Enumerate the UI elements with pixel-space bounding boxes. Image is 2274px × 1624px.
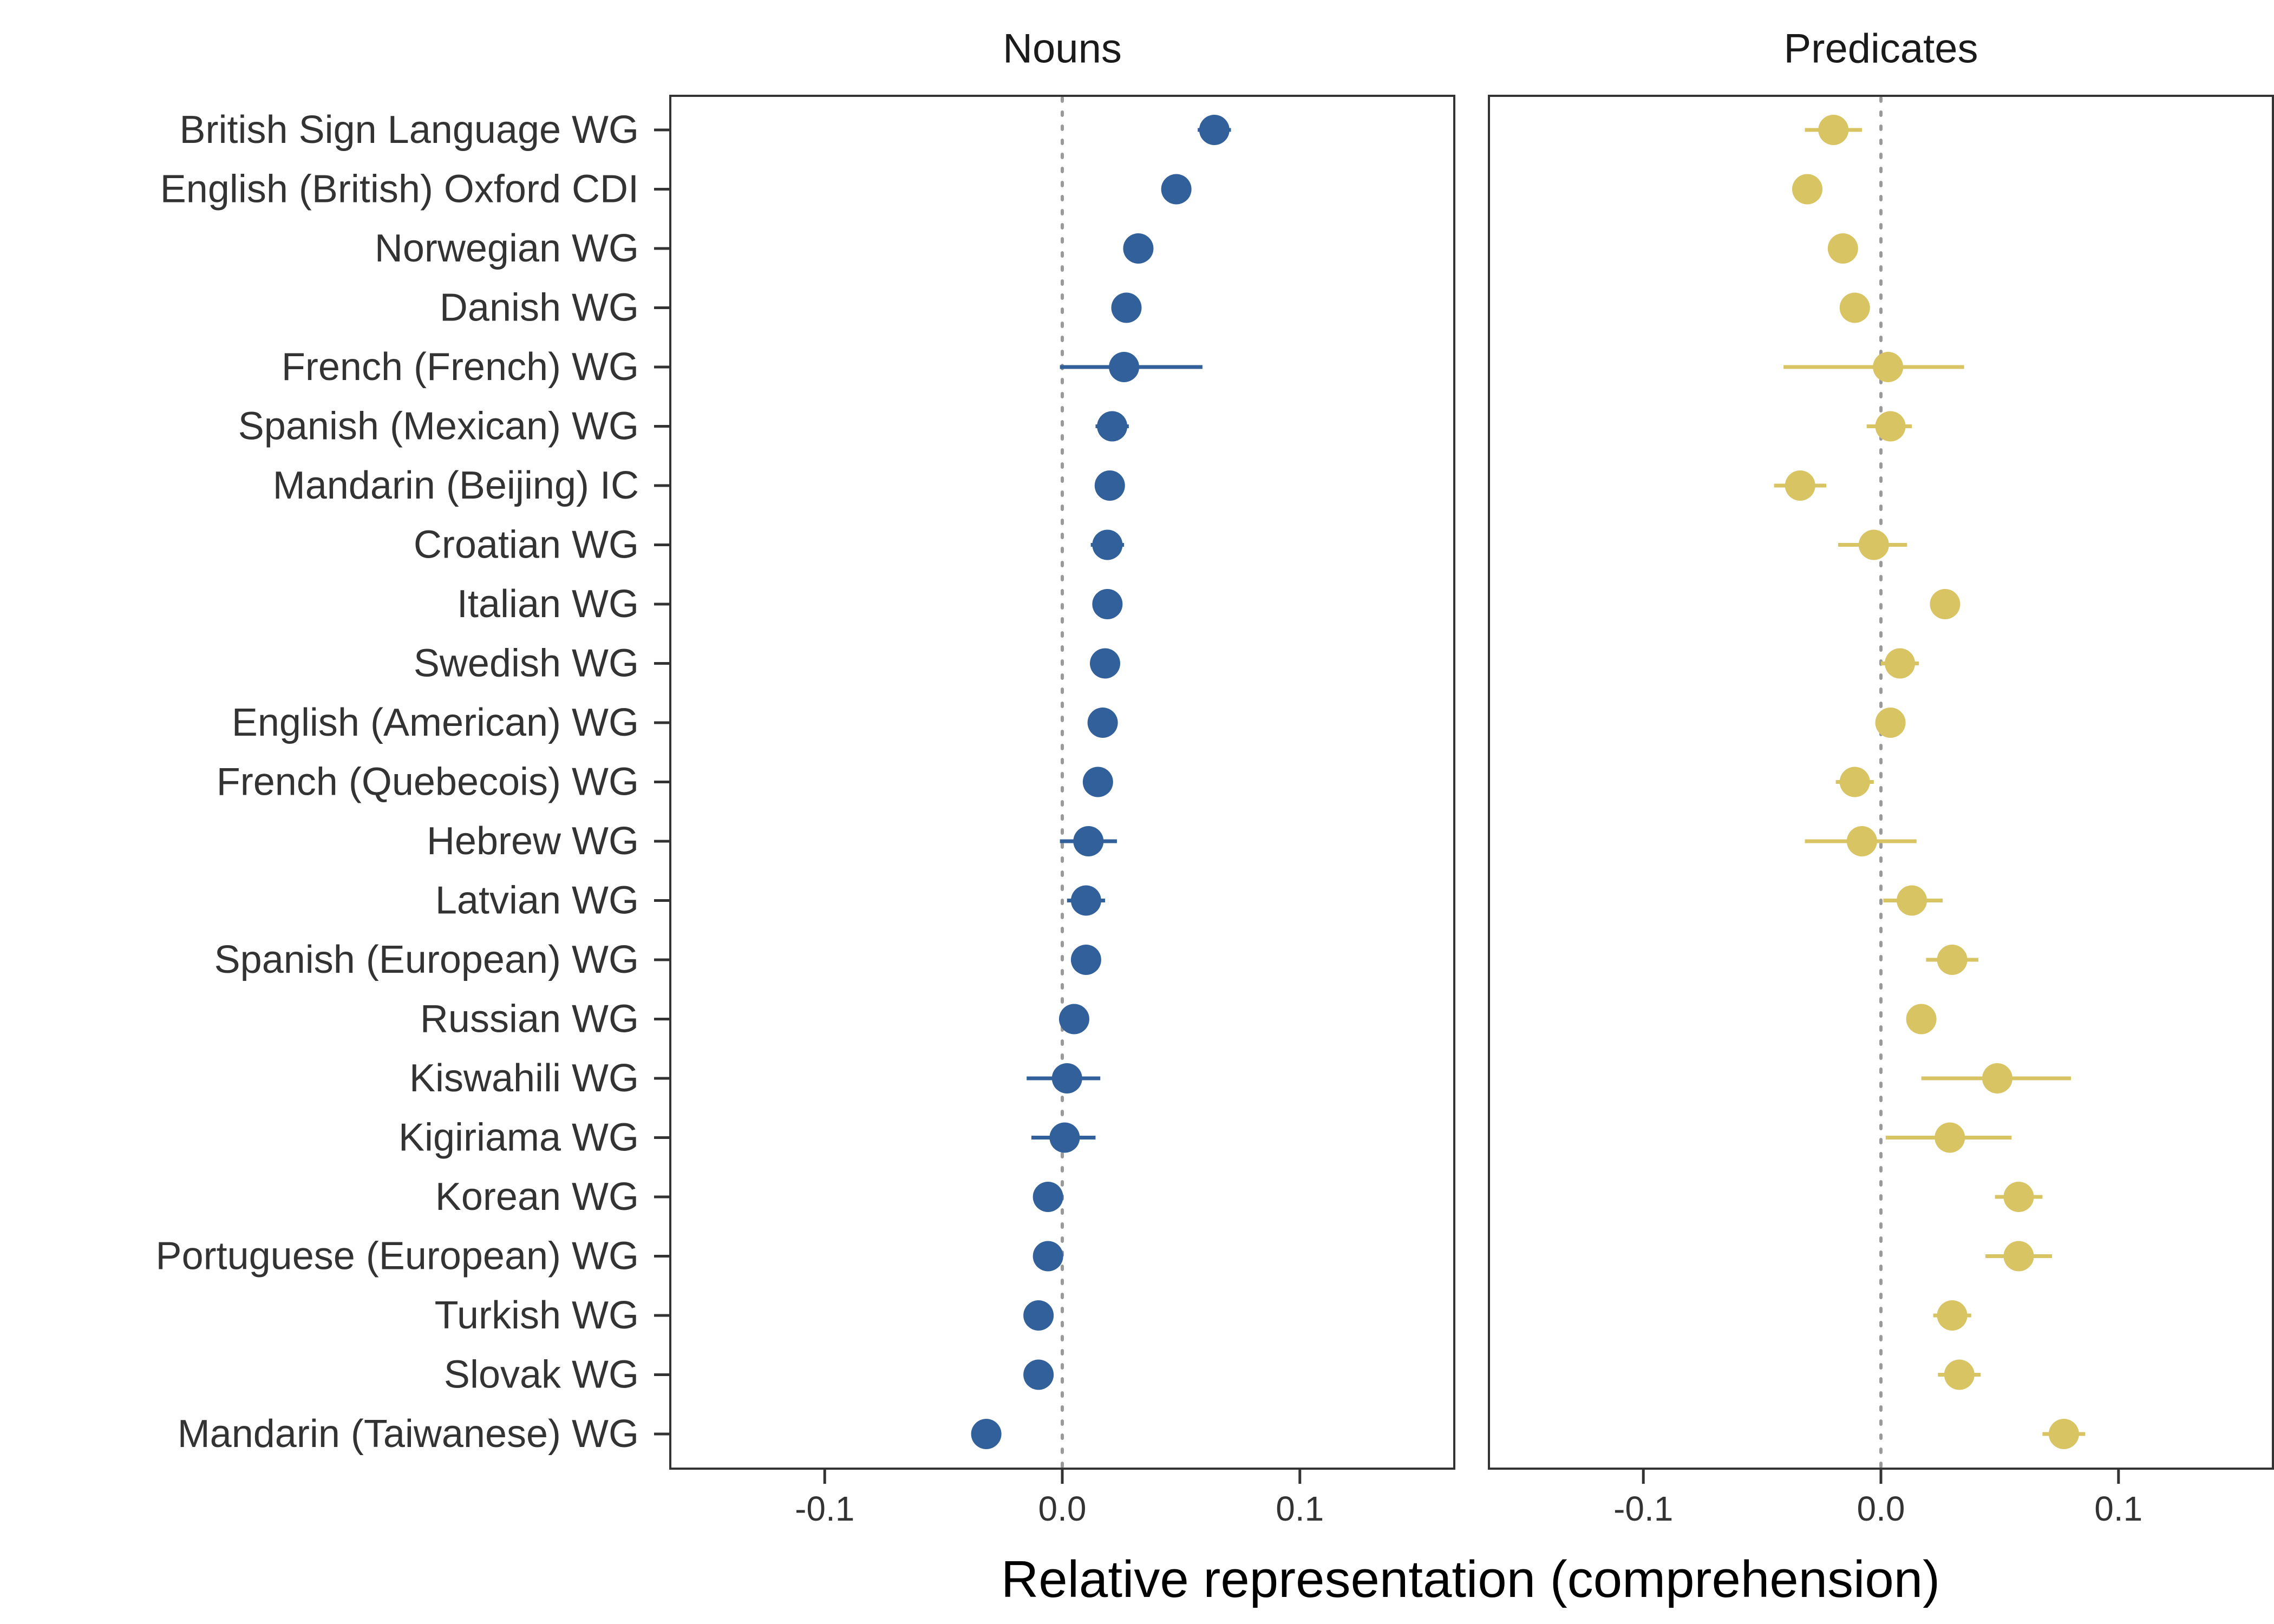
x-tick-label-predicates-0-1: -0.1: [1613, 1489, 1673, 1528]
point-predicates-korean-wg[interactable]: [2003, 1182, 2034, 1212]
y-tick-label-portuguese-european-wg: Portuguese (European) WG: [156, 1235, 639, 1278]
y-tick-label-italian-wg: Italian WG: [457, 582, 639, 626]
point-nouns-portuguese-european-wg[interactable]: [1033, 1241, 1063, 1272]
y-tick-label-english-american-wg: English (American) WG: [232, 701, 639, 744]
y-tick-label-slovak-wg: Slovak WG: [444, 1353, 639, 1397]
point-predicates-portuguese-european-wg[interactable]: [2003, 1241, 2034, 1272]
y-tick-label-croatian-wg: Croatian WG: [414, 523, 639, 567]
panel-predicates: Predicates -0.1 0.0 0.1: [1488, 26, 2274, 1528]
x-tick-label-nouns-0-1: -0.1: [795, 1489, 854, 1528]
point-nouns-korean-wg[interactable]: [1033, 1182, 1063, 1212]
point-nouns-french-french-wg[interactable]: [1109, 352, 1140, 382]
y-tick-label-spanish-european-wg: Spanish (European) WG: [214, 938, 639, 981]
point-predicates-mandarin-taiwanese-wg[interactable]: [2048, 1419, 2079, 1449]
y-tick-label-kigiriama-wg: Kigiriama WG: [398, 1116, 639, 1160]
point-nouns-kiswahili-wg[interactable]: [1051, 1063, 1082, 1093]
point-nouns-english-american-wg[interactable]: [1087, 708, 1118, 738]
facet-label-nouns: Nouns: [1003, 26, 1122, 72]
point-nouns-english-british-oxford-cdi[interactable]: [1161, 174, 1192, 205]
y-tick-label-hebrew-wg: Hebrew WG: [427, 820, 639, 863]
point-predicates-norwegian-wg[interactable]: [1827, 233, 1858, 264]
point-predicates-croatian-wg[interactable]: [1858, 529, 1889, 560]
point-nouns-mandarin-taiwanese-wg[interactable]: [971, 1419, 1002, 1449]
point-nouns-mandarin-beijing-ic[interactable]: [1094, 470, 1125, 501]
y-tick-label-korean-wg: Korean WG: [435, 1175, 639, 1219]
panel-border-predicates: [1488, 95, 2274, 1470]
y-tick-label-latvian-wg: Latvian WG: [435, 879, 639, 922]
y-tick-label-english-british-oxford-cdi: English (British) Oxford CDI: [160, 168, 639, 211]
point-predicates-kigiriama-wg[interactable]: [1935, 1122, 1965, 1153]
panel-border-nouns: [669, 95, 1455, 1470]
x-axis-title: Relative representation (comprehension): [1001, 1550, 1940, 1608]
point-nouns-british-sign-language-wg[interactable]: [1199, 115, 1230, 145]
point-predicates-kiswahili-wg[interactable]: [1982, 1063, 2013, 1093]
point-nouns-kigiriama-wg[interactable]: [1049, 1122, 1080, 1153]
y-tick-label-danish-wg: Danish WG: [440, 286, 639, 330]
point-nouns-norwegian-wg[interactable]: [1123, 233, 1154, 264]
y-tick-label-french-french-wg: French (French) WG: [282, 345, 639, 389]
y-tick-label-french-quebecois-wg: French (Quebecois) WG: [217, 761, 639, 804]
y-tick-label-british-sign-language-wg: British Sign Language WG: [180, 108, 639, 152]
point-predicates-english-british-oxford-cdi[interactable]: [1792, 174, 1822, 205]
y-tick-label-kiswahili-wg: Kiswahili WG: [409, 1057, 639, 1100]
y-tick-label-swedish-wg: Swedish WG: [414, 642, 639, 685]
point-nouns-slovak-wg[interactable]: [1023, 1359, 1054, 1390]
point-predicates-slovak-wg[interactable]: [1944, 1359, 1975, 1390]
y-tick-label-mandarin-beijing-ic: Mandarin (Beijing) IC: [273, 464, 639, 507]
point-predicates-latvian-wg[interactable]: [1897, 885, 1927, 916]
y-tick-label-russian-wg: Russian WG: [420, 998, 639, 1041]
point-predicates-danish-wg[interactable]: [1839, 292, 1870, 323]
point-nouns-french-quebecois-wg[interactable]: [1082, 767, 1113, 797]
point-predicates-british-sign-language-wg[interactable]: [1818, 115, 1849, 145]
point-predicates-swedish-wg[interactable]: [1885, 648, 1916, 679]
point-nouns-russian-wg[interactable]: [1058, 1004, 1089, 1034]
point-predicates-french-french-wg[interactable]: [1873, 352, 1904, 382]
point-nouns-spanish-mexican-wg[interactable]: [1097, 411, 1128, 442]
point-predicates-spanish-european-wg[interactable]: [1937, 945, 1968, 975]
panel-nouns: Nouns -0.1 0.0 0.1: [669, 26, 1455, 1528]
point-predicates-mandarin-beijing-ic[interactable]: [1785, 470, 1815, 501]
x-tick-label-predicates-0-1: 0.1: [2094, 1489, 2142, 1528]
x-tick-label-predicates-0-0: 0.0: [1857, 1489, 1905, 1528]
point-nouns-hebrew-wg[interactable]: [1073, 826, 1104, 856]
point-predicates-english-american-wg[interactable]: [1875, 708, 1906, 738]
point-nouns-italian-wg[interactable]: [1092, 589, 1123, 619]
x-tick-label-nouns-0-0: 0.0: [1038, 1489, 1087, 1528]
point-nouns-latvian-wg[interactable]: [1070, 885, 1101, 916]
x-tick-label-nouns-0-1: 0.1: [1276, 1489, 1324, 1528]
point-nouns-turkish-wg[interactable]: [1023, 1300, 1054, 1331]
point-predicates-italian-wg[interactable]: [1930, 589, 1961, 619]
y-tick-label-mandarin-taiwanese-wg: Mandarin (Taiwanese) WG: [178, 1412, 639, 1456]
facet-label-predicates: Predicates: [1783, 26, 1978, 72]
y-tick-label-turkish-wg: Turkish WG: [435, 1294, 639, 1337]
point-nouns-swedish-wg[interactable]: [1089, 648, 1120, 679]
point-nouns-spanish-european-wg[interactable]: [1070, 945, 1101, 975]
point-predicates-french-quebecois-wg[interactable]: [1839, 767, 1870, 797]
point-predicates-turkish-wg[interactable]: [1937, 1300, 1968, 1331]
point-predicates-spanish-mexican-wg[interactable]: [1875, 411, 1906, 442]
point-nouns-croatian-wg[interactable]: [1092, 529, 1123, 560]
point-nouns-danish-wg[interactable]: [1111, 292, 1142, 323]
y-tick-label-norwegian-wg: Norwegian WG: [375, 227, 639, 270]
point-predicates-hebrew-wg[interactable]: [1846, 826, 1877, 856]
y-tick-label-spanish-mexican-wg: Spanish (Mexican) WG: [238, 405, 639, 448]
point-predicates-russian-wg[interactable]: [1906, 1004, 1937, 1034]
